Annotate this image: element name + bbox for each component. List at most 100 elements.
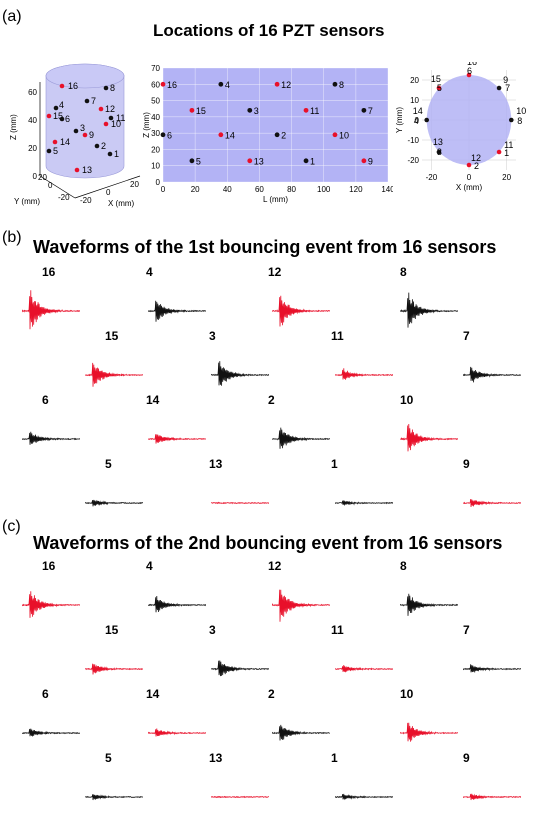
sensor-point bbox=[160, 132, 166, 138]
waveform-line bbox=[272, 295, 330, 327]
y-tick-label: -20 bbox=[407, 156, 419, 165]
sensor-point bbox=[82, 132, 88, 138]
y-tick-label: 10 bbox=[151, 162, 160, 171]
sensor-label: 11 bbox=[504, 140, 513, 150]
waveform-sensor-label: 10 bbox=[400, 393, 414, 407]
waveform-line bbox=[148, 434, 206, 444]
sensor-label: 10 bbox=[111, 119, 121, 129]
waveform-sensor-label: 8 bbox=[400, 559, 407, 573]
y-tick-label: 30 bbox=[151, 129, 160, 138]
sensor-label: 6 bbox=[467, 66, 472, 76]
top-view-tick-labels: -20 0 20 -20 -10 0 10 20 bbox=[407, 76, 511, 182]
waveform-sensor-label: 9 bbox=[463, 457, 470, 471]
sensor-point bbox=[74, 167, 80, 173]
sensor-label: 8 bbox=[339, 80, 344, 90]
y-tick-labels: -20 020 bbox=[38, 173, 70, 202]
waveform-trace bbox=[335, 793, 393, 801]
waveform-trace bbox=[148, 728, 206, 737]
waveform-sensor-label: 7 bbox=[463, 329, 470, 343]
x-axis-label: X (mm) bbox=[456, 183, 483, 192]
x-tick-label: 60 bbox=[255, 185, 264, 194]
z-tick-label: 20 bbox=[28, 144, 37, 153]
y-tick-label: -20 bbox=[58, 193, 70, 202]
waveform-sensor-label: 13 bbox=[209, 457, 223, 471]
waveform-line bbox=[335, 368, 393, 380]
waveform-trace bbox=[463, 793, 521, 801]
y-axis-label: Z (mm) bbox=[143, 112, 151, 138]
sensor-label: 4 bbox=[225, 80, 230, 90]
waveform-line bbox=[463, 664, 521, 673]
y-axis-label: Y (mm) bbox=[14, 197, 40, 206]
waveform-line bbox=[211, 660, 269, 677]
waveform-sensor-label: 12 bbox=[268, 265, 282, 279]
waveform-trace bbox=[211, 795, 269, 799]
sensor-label: 15 bbox=[196, 106, 206, 116]
panel-a-title: Locations of 16 PZT sensors bbox=[153, 21, 385, 40]
sensor-label: 4 bbox=[414, 116, 419, 126]
y-tick-label: 0 bbox=[415, 116, 420, 125]
waveform-trace bbox=[400, 593, 458, 616]
sensor-label: 2 bbox=[474, 161, 479, 171]
waveform-sensor-label: 10 bbox=[400, 687, 414, 701]
sensor-point bbox=[218, 132, 224, 138]
waveform-sensor-label: 11 bbox=[331, 623, 344, 637]
x-tick-label: 100 bbox=[317, 185, 331, 194]
waveform-line bbox=[211, 795, 269, 799]
waveform-line bbox=[335, 664, 393, 673]
sensor-label: 16 bbox=[68, 81, 78, 91]
x-tick-label: 80 bbox=[287, 185, 296, 194]
sensor-label: 12 bbox=[471, 153, 481, 163]
waveform-sensor-label: 9 bbox=[463, 751, 470, 765]
sensor-point bbox=[189, 107, 195, 113]
sensor-label: 7 bbox=[368, 106, 373, 116]
waveform-trace bbox=[211, 361, 269, 386]
panel-a-label: (a) bbox=[2, 8, 22, 25]
sensor-label: 10 bbox=[339, 130, 349, 140]
x-tick-label: 20 bbox=[502, 173, 511, 182]
y-tick-label: 20 bbox=[151, 145, 160, 154]
sensor-label: 14 bbox=[225, 130, 235, 140]
sensor-point bbox=[107, 151, 113, 157]
y-tick-label: 0 bbox=[156, 178, 161, 187]
waveform-trace bbox=[22, 431, 80, 445]
x-tick-labels: -20 0 20 bbox=[80, 180, 139, 205]
sensor-label: 10 bbox=[516, 106, 526, 116]
waveform-line bbox=[463, 793, 521, 801]
sensor-point bbox=[332, 132, 338, 138]
x-axis-label: X (mm) bbox=[108, 199, 135, 208]
x-tick-label: 0 bbox=[161, 185, 166, 194]
sensor-label: 3 bbox=[254, 106, 259, 116]
sensor-point bbox=[436, 149, 442, 155]
sensor-label: 12 bbox=[281, 80, 291, 90]
waveform-line bbox=[463, 366, 521, 383]
z-tick-label: 60 bbox=[28, 88, 37, 97]
sensor-label: 3 bbox=[437, 147, 442, 157]
waveform-line bbox=[272, 427, 330, 449]
sensor-label: 15 bbox=[431, 74, 441, 84]
z-tick-label: 0 bbox=[33, 172, 38, 181]
waveform-trace bbox=[22, 290, 80, 330]
sensor-point bbox=[218, 81, 224, 87]
waveform-line bbox=[400, 722, 458, 742]
sensor-label: 12 bbox=[105, 104, 115, 114]
x-tick-label: 140 bbox=[381, 185, 393, 194]
x-tick-label: 20 bbox=[130, 180, 139, 189]
sensor-label: 8 bbox=[110, 83, 115, 93]
panel-c-title: Waveforms of the 2nd bouncing event from… bbox=[33, 533, 503, 553]
waveform-trace bbox=[335, 664, 393, 673]
sensor-label: 16 bbox=[467, 62, 477, 67]
waveform-sensor-label: 16 bbox=[42, 265, 56, 279]
y-tick-label: 10 bbox=[410, 96, 419, 105]
waveform-trace bbox=[272, 724, 330, 741]
waveform-line bbox=[85, 362, 143, 387]
sensor-point bbox=[94, 143, 100, 149]
waveform-sensor-label: 15 bbox=[105, 623, 119, 637]
waveform-line bbox=[22, 431, 80, 445]
waveform-sensor-label: 13 bbox=[209, 751, 223, 765]
waveform-trace bbox=[272, 295, 330, 327]
sensor-label: 2 bbox=[281, 130, 286, 140]
waveform-sensor-label: 11 bbox=[331, 329, 344, 343]
waveform-trace bbox=[85, 663, 143, 675]
